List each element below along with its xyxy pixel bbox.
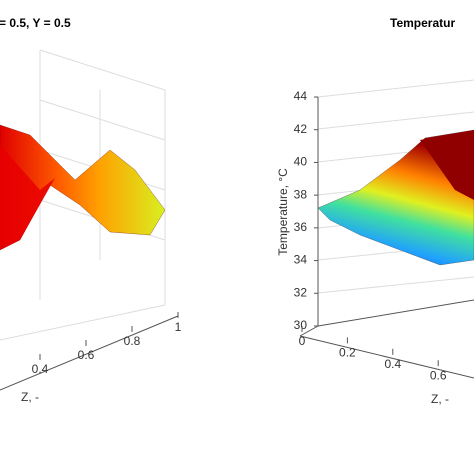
z-tick-label: 34	[294, 253, 308, 267]
x-tick-label: 0.6	[430, 368, 447, 382]
x-tick-label: 0.4	[384, 357, 401, 371]
z-tick-label: 44	[294, 89, 308, 103]
z-tick-label: 36	[294, 220, 308, 234]
chart-title: Temperatur	[390, 16, 455, 30]
chart-title: = 0.5, Y = 0.5	[0, 16, 71, 30]
x-tick-label: 1	[175, 320, 182, 334]
right-surface	[317, 129, 474, 266]
x-tick-label: 0.2	[339, 346, 356, 360]
x-tick-label: 0.4	[32, 362, 49, 376]
x-axis-label: Z, -	[21, 390, 39, 404]
z-axis-label: Temperature, °C	[276, 168, 290, 256]
x-axis-label: Z, -	[431, 392, 449, 406]
x-tick-label: 0.8	[124, 334, 141, 348]
z-tick-label: 38	[294, 187, 308, 201]
left-surface	[0, 124, 166, 251]
z-tick-label: 40	[294, 155, 308, 169]
z-tick-label: 32	[294, 285, 308, 299]
x-tick-label: 0	[299, 334, 306, 348]
x-tick-label: 0.6	[78, 348, 95, 362]
z-tick-label: 42	[294, 122, 308, 136]
z-tick-label: 30	[294, 318, 308, 332]
